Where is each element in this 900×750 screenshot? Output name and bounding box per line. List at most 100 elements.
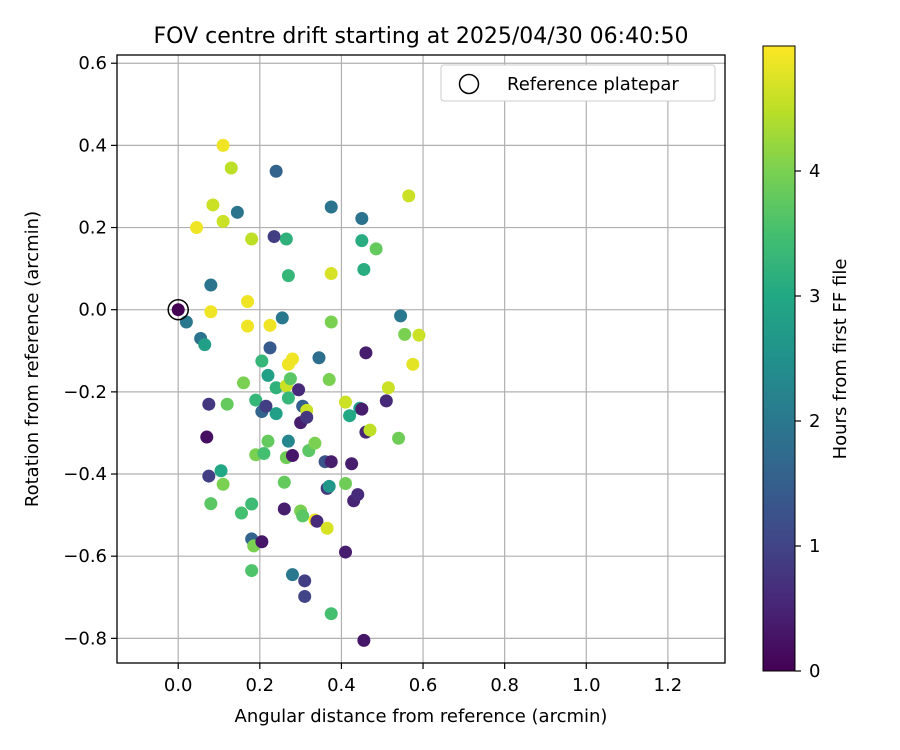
data-point: [214, 464, 228, 478]
data-point: [216, 477, 230, 491]
x-tick-label: 0.4: [327, 675, 356, 696]
x-tick-label: 1.2: [654, 675, 683, 696]
data-point: [310, 514, 324, 528]
data-point: [259, 399, 273, 413]
data-point: [359, 346, 373, 360]
y-tick-label: 0.4: [78, 135, 107, 156]
data-point: [324, 200, 338, 214]
data-point: [369, 242, 383, 256]
data-point: [261, 368, 275, 382]
data-point: [285, 352, 299, 366]
data-point: [216, 214, 230, 228]
data-point: [285, 568, 299, 582]
data-point: [381, 381, 395, 395]
y-axis-ticks: 0.6 0.4 0.2 0.0 −0.2 −0.4 −0.6 −0.8: [63, 53, 117, 649]
data-point: [355, 402, 369, 416]
x-tick-label: 0.2: [245, 675, 274, 696]
data-point: [255, 354, 269, 368]
data-point: [345, 457, 359, 471]
reference-platepar-marker: [167, 298, 189, 321]
data-point: [198, 338, 212, 352]
data-point: [277, 475, 291, 489]
data-point: [269, 407, 283, 421]
data-point: [277, 502, 291, 516]
data-point: [249, 393, 263, 407]
colorbar-tick-label: 3: [809, 286, 820, 307]
data-point: [179, 315, 193, 329]
data-point: [312, 351, 326, 365]
data-point: [281, 434, 295, 448]
x-tick-label: 0.6: [409, 675, 438, 696]
data-point: [412, 328, 426, 342]
legend: Reference platepar: [440, 64, 716, 102]
data-point: [275, 311, 289, 325]
data-point: [339, 476, 353, 490]
data-point: [357, 633, 371, 647]
data-point: [171, 303, 185, 317]
colorbar-tick-label: 0: [809, 661, 820, 682]
y-tick-label: −0.2: [63, 382, 107, 403]
data-point: [241, 294, 255, 308]
data-point: [257, 446, 271, 460]
data-point: [363, 423, 377, 437]
data-point: [263, 341, 277, 355]
data-point: [279, 232, 293, 246]
y-axis-label: Rotation from reference (arcmin): [22, 211, 43, 507]
legend-box: [440, 64, 716, 102]
data-point: [324, 315, 338, 329]
chart-title: FOV centre drift starting at 2025/04/30 …: [154, 24, 689, 49]
data-point: [245, 232, 259, 246]
x-tick-label: 1.0: [572, 675, 601, 696]
data-point: [394, 309, 408, 323]
data-point: [355, 234, 369, 248]
y-tick-label: 0.0: [78, 300, 107, 321]
x-tick-label: 0.0: [164, 675, 193, 696]
data-point: [324, 267, 338, 281]
data-point: [296, 509, 310, 523]
data-point: [298, 574, 312, 588]
data-point: [202, 397, 216, 411]
data-point: [351, 488, 365, 502]
x-axis-ticks: 0.0 0.2 0.4 0.6 0.8 1.0 1.2: [164, 663, 682, 696]
x-tick-label: 0.8: [490, 675, 519, 696]
colorbar-tick-label: 1: [809, 536, 820, 557]
data-point: [230, 205, 244, 219]
colorbar-tick-label: 2: [809, 411, 820, 432]
data-points: [167, 138, 426, 647]
plot-frame: [116, 54, 726, 664]
data-point: [202, 469, 216, 483]
colorbar-ticks: 0 1 2 3 4: [795, 161, 820, 682]
data-point: [190, 221, 204, 235]
data-point: [269, 164, 283, 178]
data-point: [283, 372, 297, 386]
data-point: [298, 589, 312, 603]
data-point: [255, 535, 269, 549]
data-point: [245, 564, 259, 578]
data-point: [204, 305, 218, 319]
data-point: [308, 436, 322, 450]
data-point: [292, 383, 306, 397]
data-point: [402, 189, 416, 203]
data-point: [355, 212, 369, 226]
data-point: [263, 318, 277, 332]
data-point: [224, 161, 238, 175]
data-point: [398, 327, 412, 341]
data-point: [245, 497, 259, 511]
colorbar-label: Hours from first FF file: [830, 259, 851, 460]
data-point: [324, 607, 338, 621]
data-point: [220, 397, 234, 411]
data-point: [204, 278, 218, 292]
y-tick-label: −0.4: [63, 464, 107, 485]
x-axis-label: Angular distance from reference (arcmin): [235, 706, 608, 727]
data-point: [206, 198, 220, 212]
legend-reference-marker: [458, 73, 480, 95]
data-point: [379, 394, 393, 408]
data-point: [234, 506, 248, 520]
data-point: [339, 395, 353, 409]
colorbar: 0 1 2 3 4 Hours from first FF file: [762, 45, 851, 682]
data-point: [343, 409, 357, 423]
data-point: [281, 269, 295, 283]
data-point: [261, 434, 275, 448]
data-point: [204, 497, 218, 511]
